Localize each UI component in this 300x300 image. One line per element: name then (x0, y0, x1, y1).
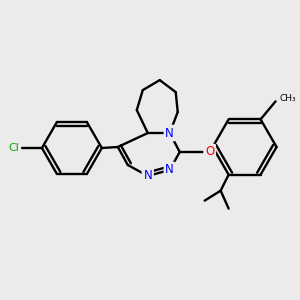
Text: CH₃: CH₃ (280, 94, 296, 103)
Text: N: N (143, 169, 152, 182)
Text: N: N (165, 127, 174, 140)
Text: O: O (205, 146, 214, 158)
Text: N: N (165, 164, 174, 176)
Text: Cl: Cl (8, 143, 20, 153)
